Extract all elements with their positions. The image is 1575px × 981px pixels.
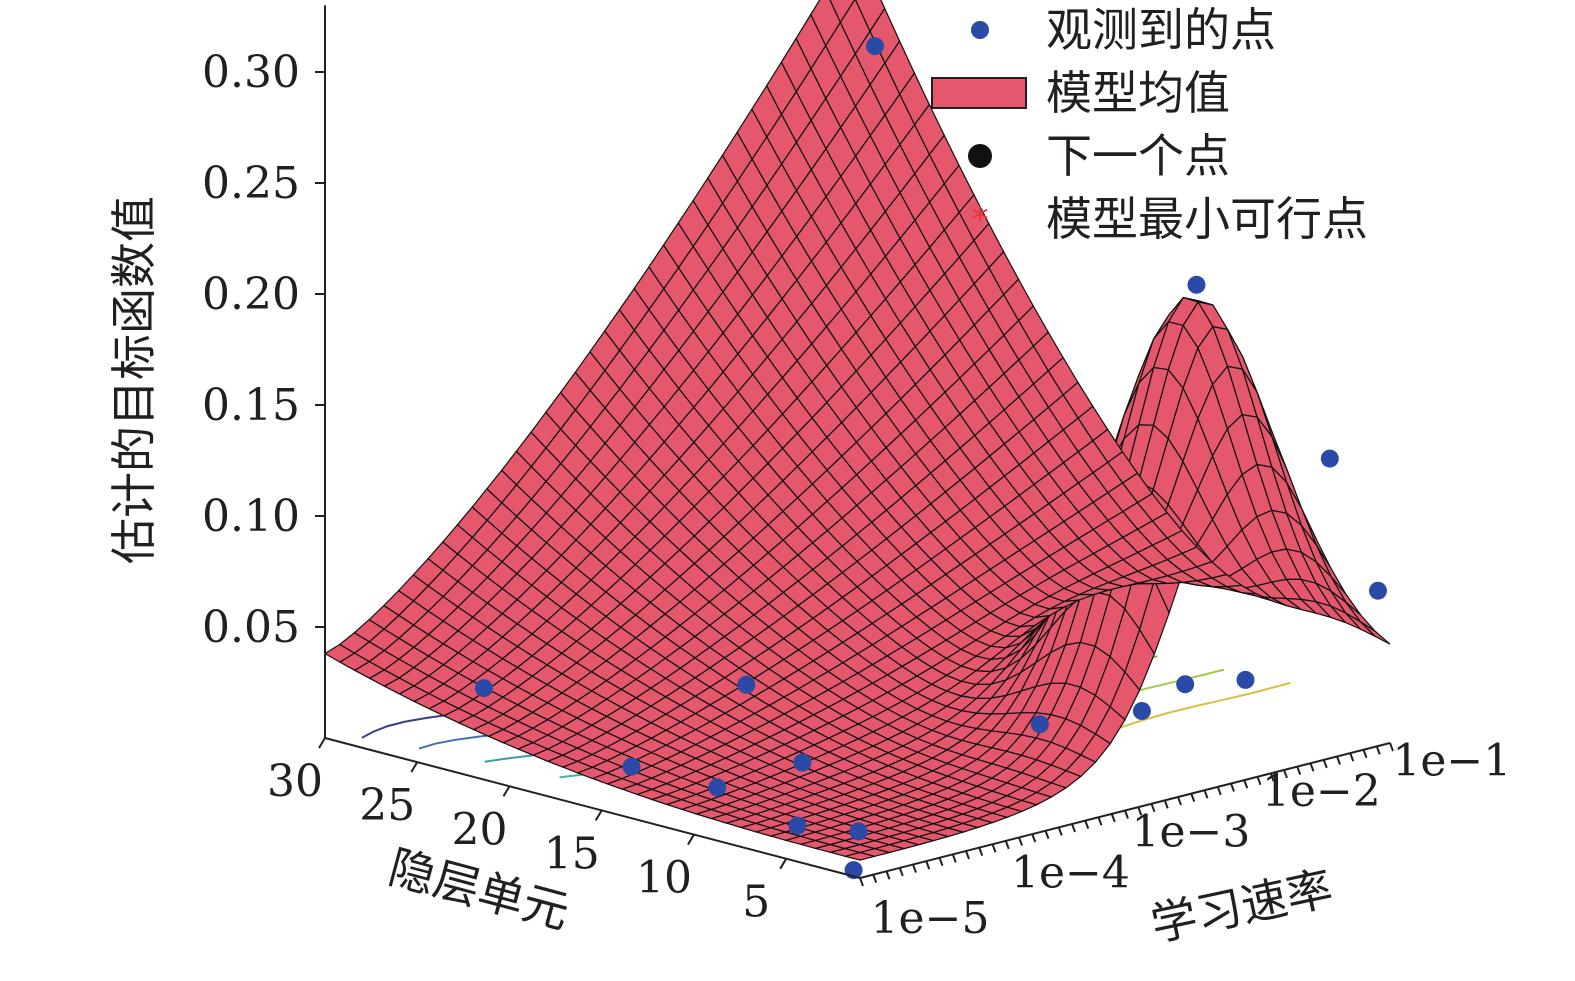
observed-point — [1187, 275, 1206, 294]
y-minor-tick — [1071, 823, 1076, 833]
surface-patch — [829, 0, 856, 24]
x-axis-line — [324, 737, 861, 879]
y-minor-tick — [1309, 762, 1315, 772]
observed-points-layer — [474, 37, 1387, 880]
z-tick-label: 0.15 — [202, 380, 300, 431]
y-minor-tick — [1004, 840, 1010, 850]
legend-marker — [971, 21, 989, 39]
x-tick-label: 15 — [544, 828, 600, 879]
y-tick-label: 1e−1 — [1392, 735, 1511, 786]
legend-label: 模型最小可行点 — [1046, 192, 1368, 246]
y-minor-tick — [1203, 789, 1209, 799]
y-minor-tick — [1124, 810, 1129, 819]
y-minor-tick — [1362, 749, 1368, 759]
y-minor-tick — [885, 870, 891, 880]
y-minor-tick — [1375, 746, 1381, 755]
surface-patch — [1359, 621, 1391, 645]
y-minor-tick — [1256, 776, 1262, 786]
y-minor-tick — [1110, 813, 1116, 823]
y-minor-tick — [872, 874, 878, 883]
y-minor-tick — [859, 877, 864, 887]
observed-point — [737, 675, 756, 694]
observed-point — [474, 679, 493, 698]
y-minor-tick — [1150, 803, 1156, 813]
y-minor-tick — [1349, 752, 1355, 762]
y-minor-tick — [1296, 766, 1302, 775]
legend-marker — [931, 77, 1027, 109]
y-tick-label: 1e−2 — [1262, 766, 1381, 817]
y-minor-tick — [1243, 779, 1249, 789]
z-tick-label: 0.05 — [202, 602, 300, 653]
x-tick-label: 30 — [267, 756, 323, 807]
y-minor-tick — [1336, 756, 1341, 765]
x-tick-label: 20 — [451, 804, 507, 855]
y-minor-tick — [912, 864, 917, 873]
x-tick-mark — [410, 761, 419, 773]
y-minor-tick — [1177, 796, 1182, 806]
x-tick-mark — [502, 785, 511, 797]
y-minor-tick — [1230, 783, 1235, 792]
observed-point — [866, 37, 884, 56]
x-tick-mark — [779, 858, 788, 870]
observed-point — [849, 822, 868, 841]
x-tick-label: 25 — [359, 780, 415, 831]
x-tick-mark — [318, 737, 326, 749]
y-minor-tick — [1057, 827, 1063, 836]
y-minor-tick — [1137, 806, 1143, 816]
legend-label: 模型均值 — [1046, 66, 1230, 120]
surface-patch — [854, 0, 886, 33]
y-minor-tick — [1269, 773, 1275, 782]
y-minor-tick — [1097, 816, 1103, 826]
y-minor-tick — [1163, 800, 1169, 809]
y-minor-tick — [965, 850, 970, 860]
x-tick-mark — [687, 834, 695, 846]
y-minor-tick — [898, 867, 904, 877]
y-tick-label: 1e−3 — [1131, 807, 1250, 858]
observed-point — [1132, 702, 1151, 720]
observed-point — [1320, 449, 1339, 468]
legend-marker: * — [972, 200, 989, 240]
z-tick-label: 0.25 — [202, 158, 300, 209]
legend-marker — [968, 144, 992, 168]
observed-point — [708, 778, 727, 797]
z-tick-label: 0.30 — [202, 47, 300, 98]
y-minor-tick — [1322, 759, 1328, 769]
model-mean-surface — [323, 0, 1391, 861]
y-tick-label: 1e−5 — [871, 893, 990, 944]
y-minor-tick — [1283, 769, 1288, 779]
y-minor-tick — [925, 860, 931, 870]
y-minor-tick — [951, 854, 957, 863]
y-minor-tick — [1084, 820, 1090, 829]
y-minor-tick — [1216, 786, 1222, 796]
y-minor-tick — [1389, 742, 1394, 752]
y-minor-tick — [1044, 830, 1050, 840]
observed-point — [622, 757, 641, 776]
y-minor-tick — [991, 843, 997, 853]
z-tick-label: 0.10 — [202, 491, 300, 542]
observed-point — [788, 816, 807, 835]
y-minor-tick — [1018, 837, 1023, 846]
x-tick-label: 5 — [742, 877, 770, 928]
observed-point — [793, 753, 812, 772]
legend-label: 下一个点 — [1046, 129, 1230, 183]
y-minor-tick — [1190, 793, 1196, 802]
observed-point — [1369, 581, 1387, 600]
y-tick-label: 1e−4 — [1011, 847, 1130, 898]
y-axis-label: 学习速率 — [1146, 861, 1337, 952]
z-tick-label: 0.20 — [202, 269, 300, 320]
z-axis-label: 估计的目标函数值 — [107, 196, 161, 564]
x-tick-label: 10 — [636, 853, 692, 904]
observed-point — [1236, 670, 1255, 689]
legend-label: 观测到的点 — [1046, 3, 1276, 57]
y-minor-tick — [938, 857, 944, 867]
y-minor-tick — [978, 847, 984, 856]
observed-point — [1030, 715, 1049, 734]
y-minor-tick — [1031, 833, 1037, 843]
observed-point — [1176, 675, 1195, 694]
x-tick-mark — [594, 809, 603, 821]
